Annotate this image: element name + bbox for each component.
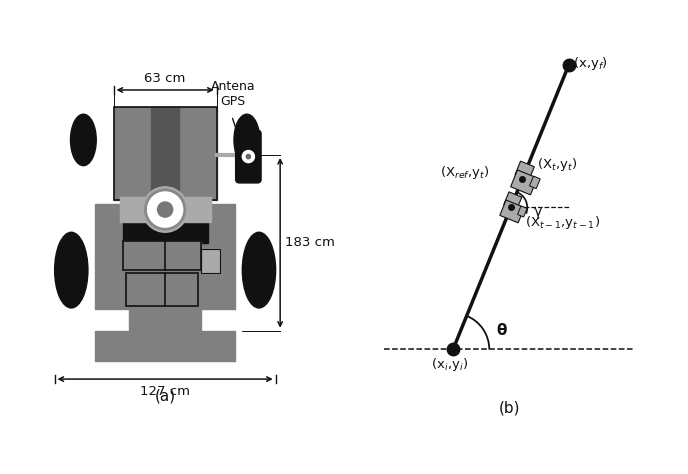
Circle shape bbox=[246, 155, 250, 159]
Bar bbox=[122, 241, 202, 270]
Text: (x,y$_f$): (x,y$_f$) bbox=[572, 55, 608, 73]
Text: (x$_i$,y$_i$): (x$_i$,y$_i$) bbox=[431, 356, 469, 373]
Bar bbox=[122, 219, 208, 243]
Text: 127 cm: 127 cm bbox=[140, 385, 190, 398]
Bar bbox=[114, 107, 217, 201]
Bar bbox=[235, 151, 242, 161]
Text: θ: θ bbox=[496, 323, 506, 337]
Ellipse shape bbox=[234, 114, 260, 165]
Bar bbox=[126, 273, 198, 306]
Bar bbox=[122, 241, 202, 270]
Text: (X$_{ref}$,y$_t$): (X$_{ref}$,y$_t$) bbox=[440, 164, 489, 181]
Text: Antena
GPS: Antena GPS bbox=[211, 80, 255, 108]
Bar bbox=[126, 273, 198, 306]
Circle shape bbox=[242, 151, 255, 163]
Bar bbox=[129, 303, 202, 337]
Text: (a): (a) bbox=[155, 388, 175, 403]
Polygon shape bbox=[515, 161, 535, 181]
Text: 183 cm: 183 cm bbox=[285, 237, 334, 249]
Polygon shape bbox=[499, 200, 524, 223]
Polygon shape bbox=[530, 176, 540, 189]
FancyBboxPatch shape bbox=[236, 130, 261, 183]
Polygon shape bbox=[517, 206, 527, 217]
Ellipse shape bbox=[54, 232, 88, 308]
Bar bbox=[114, 107, 217, 201]
Polygon shape bbox=[504, 192, 522, 210]
Text: (X$_t$,y$_t$): (X$_t$,y$_t$) bbox=[537, 155, 578, 173]
Bar bbox=[96, 331, 235, 361]
Bar bbox=[151, 107, 179, 201]
Circle shape bbox=[142, 187, 188, 232]
Circle shape bbox=[145, 190, 185, 229]
Polygon shape bbox=[510, 170, 537, 195]
Circle shape bbox=[158, 202, 173, 217]
Text: (b): (b) bbox=[498, 401, 520, 416]
Ellipse shape bbox=[71, 114, 96, 165]
Text: (X$_{t-1}$,y$_{t-1}$): (X$_{t-1}$,y$_{t-1}$) bbox=[525, 214, 600, 231]
Bar bbox=[96, 203, 235, 310]
Text: 63 cm: 63 cm bbox=[144, 72, 186, 84]
Bar bbox=[202, 249, 219, 273]
Ellipse shape bbox=[242, 232, 276, 308]
Text: γ: γ bbox=[534, 205, 542, 219]
Bar bbox=[202, 249, 219, 273]
Bar bbox=[120, 198, 211, 222]
